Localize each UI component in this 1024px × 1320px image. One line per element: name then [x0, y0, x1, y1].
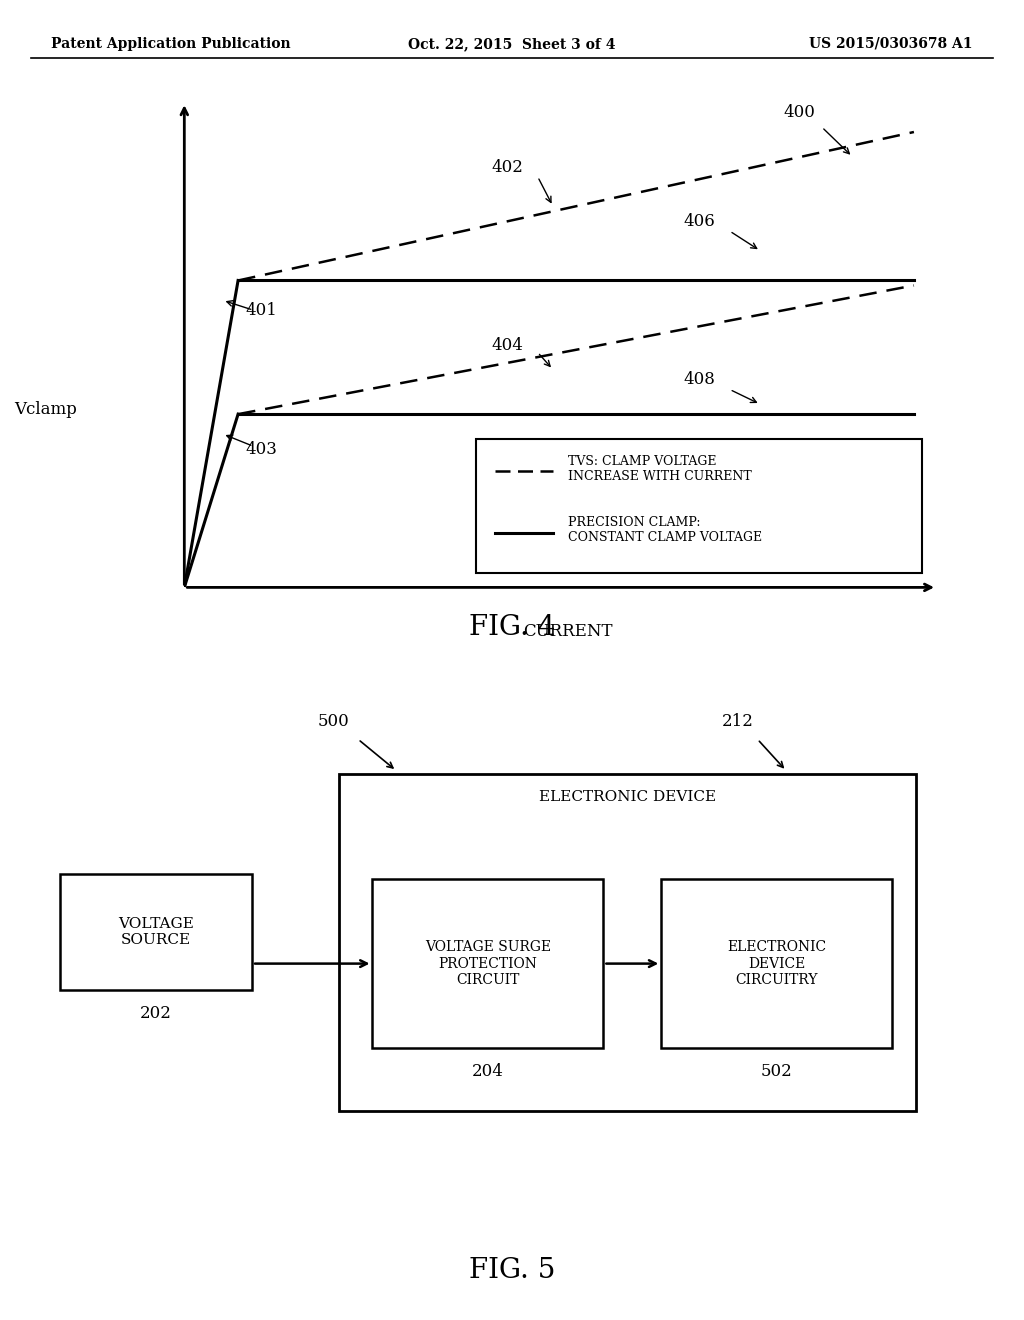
Text: 401: 401 [246, 302, 278, 319]
Bar [373, 879, 603, 1048]
Text: FIG. 5: FIG. 5 [469, 1257, 555, 1283]
Bar [662, 879, 892, 1048]
Text: 502: 502 [761, 1064, 793, 1080]
Text: Oct. 22, 2015  Sheet 3 of 4: Oct. 22, 2015 Sheet 3 of 4 [409, 37, 615, 51]
Text: FIG. 4: FIG. 4 [469, 614, 555, 640]
Bar [59, 874, 252, 990]
Text: 202: 202 [140, 1006, 172, 1022]
Text: ELECTRONIC DEVICE: ELECTRONIC DEVICE [539, 791, 716, 804]
Text: 403: 403 [246, 441, 278, 458]
Bar [339, 774, 916, 1111]
Text: CURRENT: CURRENT [523, 623, 613, 640]
Text: Patent Application Publication: Patent Application Publication [51, 37, 291, 51]
Text: 408: 408 [684, 371, 716, 388]
Text: TVS: CLAMP VOLTAGE
INCREASE WITH CURRENT: TVS: CLAMP VOLTAGE INCREASE WITH CURRENT [568, 454, 752, 483]
Text: 406: 406 [684, 213, 716, 230]
Text: ELECTRONIC
DEVICE
CIRCUITRY: ELECTRONIC DEVICE CIRCUITRY [727, 940, 826, 987]
Text: 212: 212 [722, 713, 754, 730]
Text: 204: 204 [472, 1064, 504, 1080]
Text: 402: 402 [492, 158, 523, 176]
Text: PRECISION CLAMP:
CONSTANT CLAMP VOLTAGE: PRECISION CLAMP: CONSTANT CLAMP VOLTAGE [568, 516, 763, 544]
Text: 400: 400 [783, 104, 815, 121]
Text: VOLTAGE
SOURCE: VOLTAGE SOURCE [118, 917, 194, 946]
Text: VOLTAGE SURGE
PROTECTION
CIRCUIT: VOLTAGE SURGE PROTECTION CIRCUIT [425, 940, 551, 987]
Text: Vclamp: Vclamp [14, 401, 78, 417]
Bar [476, 438, 922, 573]
Text: US 2015/0303678 A1: US 2015/0303678 A1 [809, 37, 973, 51]
Text: 500: 500 [318, 713, 350, 730]
Text: 404: 404 [492, 337, 523, 354]
